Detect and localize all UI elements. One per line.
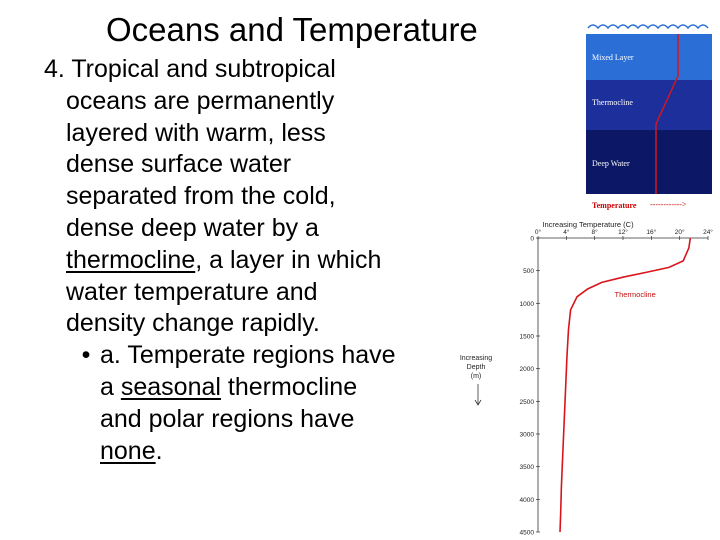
point-4-line: layered with warm, less xyxy=(66,118,326,147)
x-tick-label: 20° xyxy=(675,228,685,236)
point-4-lead: 4. Tropical and subtropical xyxy=(44,55,336,83)
point-4-line: oceans are permanently xyxy=(66,86,335,115)
point-4-line: separated from the cold, xyxy=(66,182,336,211)
mixed-layer-band xyxy=(586,34,712,80)
seasonal-term: seasonal xyxy=(120,372,221,401)
point-4-line: density change rapidly. xyxy=(66,309,320,338)
x-tick-label: 0° xyxy=(535,228,542,236)
point-4-line: dense surface water xyxy=(66,150,292,179)
x-tick-label: 8° xyxy=(592,228,599,236)
mixed-layer-label: Mixed Layer xyxy=(592,53,634,62)
sub-a-line: and polar regions have xyxy=(100,404,355,433)
none-term: none xyxy=(100,436,156,465)
deep-water-label: Deep Water xyxy=(592,159,630,168)
wave-icon xyxy=(587,24,709,30)
thermocline-term: thermocline xyxy=(66,245,196,274)
chart-title: Increasing Temperature (C) xyxy=(542,220,634,229)
temperature-profile-line xyxy=(655,34,679,194)
y-tick-label: 4000 xyxy=(520,497,535,504)
deep-water-band xyxy=(586,130,712,194)
temperature-label: Temperature xyxy=(592,201,637,210)
thermocline-annotation: Thermocline xyxy=(615,290,656,299)
y-tick-label: 0 xyxy=(530,236,534,243)
y-axis-label-line: Depth xyxy=(467,364,486,371)
point-4-line: thermocline, a layer in which xyxy=(66,245,464,277)
temperature-profile-line xyxy=(559,237,692,533)
y-tick-label: 1000 xyxy=(520,301,535,308)
sub-a-line: a. Temperate regions have xyxy=(100,341,396,370)
x-tick-label: 24° xyxy=(703,228,713,236)
temperature-arrow: ------------> xyxy=(650,200,687,209)
sub-a-line: a xyxy=(100,372,121,401)
y-tick-label: 500 xyxy=(523,268,534,275)
sub-a-line: thermocline xyxy=(220,372,358,401)
x-tick-label: 16° xyxy=(646,228,656,236)
y-tick-label: 4500 xyxy=(520,530,535,537)
point-4-line: water temperature and xyxy=(66,277,318,306)
sub-point-a: • a. Temperate regions have a seasonal th… xyxy=(44,340,464,467)
x-tick-label: 4° xyxy=(563,228,570,236)
y-tick-label: 2000 xyxy=(520,366,535,373)
thermocline-layer-label: Thermocline xyxy=(592,98,633,107)
thermocline-band xyxy=(586,80,712,130)
temperature-depth-chart: Increasing Temperature (C) Increasing De… xyxy=(452,214,720,540)
body-text: 4. Tropical and subtropical oceans are p… xyxy=(44,54,464,467)
depth-arrowhead-icon xyxy=(474,399,482,406)
point-4-line: dense deep water by a xyxy=(66,213,319,242)
y-axis-label: Increasing Depth (m) xyxy=(460,355,492,406)
y-tick-label: 3500 xyxy=(520,464,535,471)
y-axis-label-line: Increasing xyxy=(460,355,492,362)
y-tick-label: 1500 xyxy=(520,334,535,341)
y-axis-label-line: (m) xyxy=(471,373,482,380)
y-tick-label: 3000 xyxy=(520,432,535,439)
y-tick-label: 2500 xyxy=(520,399,535,406)
x-tick-label: 12° xyxy=(618,228,628,236)
point-4-body: oceans are permanently layered with warm… xyxy=(44,86,464,340)
ocean-layer-diagram: Mixed Layer Thermocline Deep Water Tempe… xyxy=(586,20,712,216)
slide-title: Oceans and Temperature xyxy=(106,11,478,48)
bullet-icon: • xyxy=(81,341,91,370)
sub-a-line: . xyxy=(155,436,163,465)
point-4-after-term: , a layer in which xyxy=(195,245,382,274)
